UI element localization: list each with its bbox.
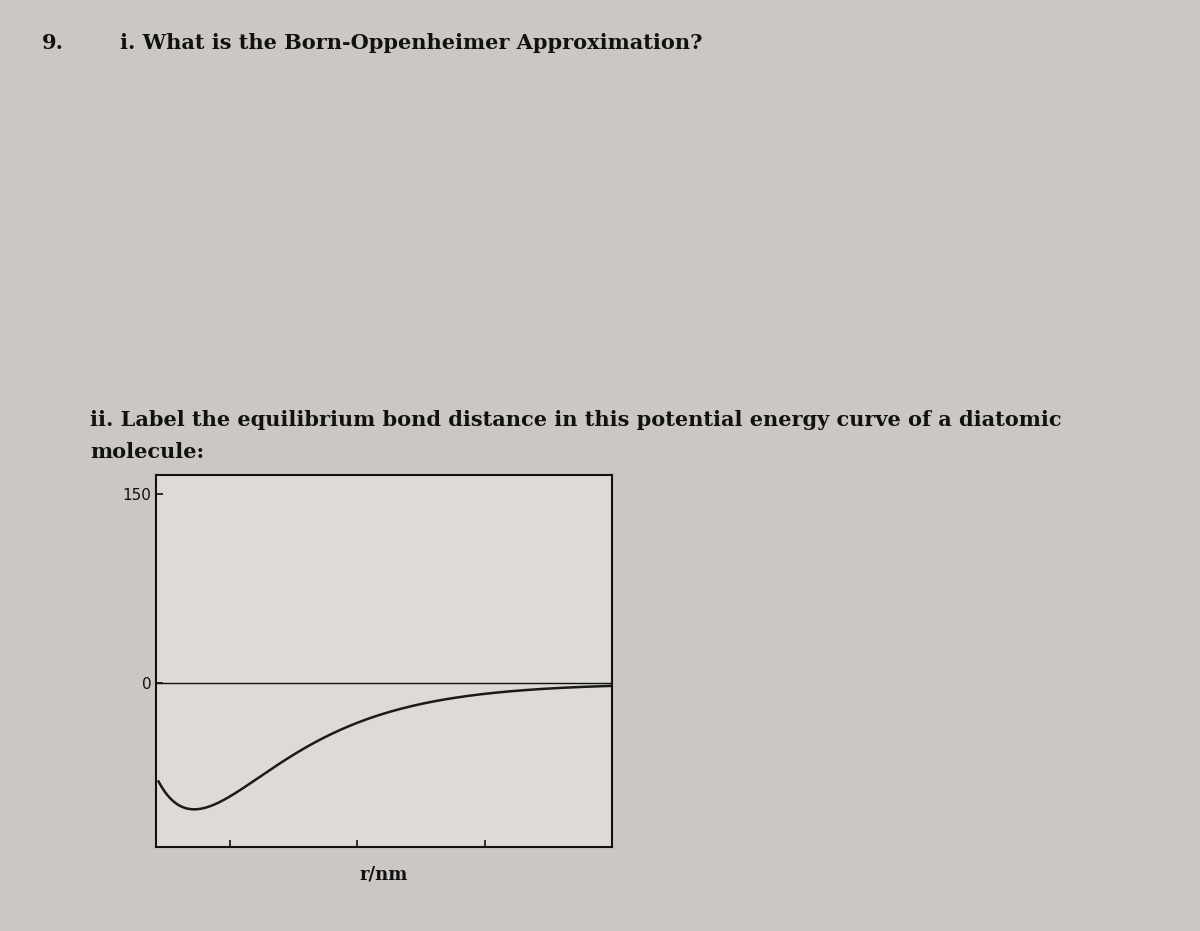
Text: i. What is the Born-Oppenheimer Approximation?: i. What is the Born-Oppenheimer Approxim… [120, 33, 702, 52]
X-axis label: r/nm: r/nm [360, 866, 408, 884]
Text: ii. Label the equilibrium bond distance in this potential energy curve of a diat: ii. Label the equilibrium bond distance … [90, 410, 1062, 429]
Text: 9.: 9. [42, 33, 64, 52]
Text: molecule:: molecule: [90, 442, 204, 462]
